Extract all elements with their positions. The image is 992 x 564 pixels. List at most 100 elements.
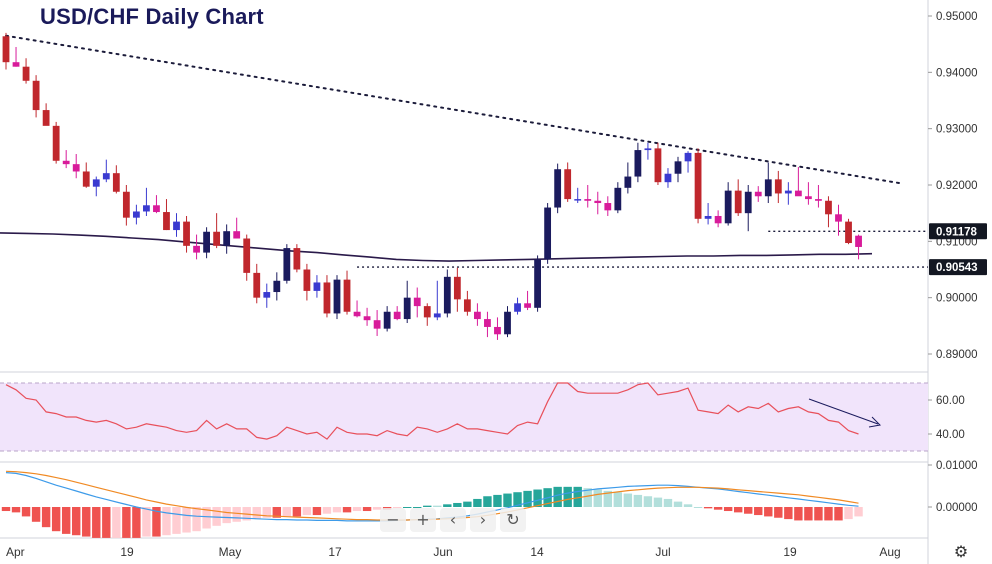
candle-body: [42, 110, 50, 126]
macd-histogram-bar: [824, 507, 833, 521]
price-tick-label: 0.91000: [936, 236, 978, 248]
macd-histogram-bar: [252, 507, 261, 520]
zoom-out-button[interactable]: −: [380, 508, 406, 532]
zoom-in-button[interactable]: +: [410, 508, 436, 532]
macd-histogram-bar: [693, 507, 703, 508]
macd-histogram-bar: [483, 496, 492, 507]
scroll-left-button[interactable]: ‹: [440, 508, 466, 532]
support-level-1-badge-label: 0.91178: [936, 226, 978, 238]
macd-histogram-bar: [423, 505, 432, 507]
macd-histogram-bar: [403, 507, 412, 508]
candle-body: [243, 238, 251, 273]
macd-histogram-bar: [854, 507, 863, 517]
candle-body: [82, 171, 90, 187]
candle-body: [534, 259, 541, 308]
macd-histogram-bar: [814, 507, 823, 521]
macd-histogram-bar: [292, 507, 302, 517]
macd-histogram-bar: [473, 498, 482, 507]
macd-histogram-bar: [633, 494, 643, 507]
candle-body: [233, 231, 241, 239]
reset-chart-button[interactable]: ↻: [500, 508, 526, 532]
candle-body: [674, 161, 682, 174]
candle-body: [514, 303, 521, 312]
candle-body: [554, 169, 562, 208]
rsi-tick-label: 40.00: [936, 429, 965, 441]
macd-histogram-bar: [774, 507, 783, 518]
time-tick-label: 14: [530, 545, 544, 559]
macd-histogram-bar: [352, 507, 362, 512]
candle-body: [112, 173, 120, 192]
price-pane: [0, 32, 928, 340]
candle-body: [393, 311, 401, 320]
candle-body: [423, 306, 431, 318]
time-tick-label: 19: [120, 545, 134, 559]
candle-body: [132, 211, 140, 218]
macd-histogram-bar: [72, 507, 81, 536]
macd-histogram-bar: [844, 507, 853, 520]
macd-histogram-bar: [794, 507, 803, 521]
candle-body: [223, 231, 231, 246]
candle-body: [574, 199, 582, 201]
macd-histogram-bar: [362, 507, 372, 512]
macd-histogram-bar: [583, 488, 592, 507]
rsi-arrow-head: [868, 416, 882, 428]
candle-body: [754, 191, 762, 197]
candle-body: [433, 313, 441, 318]
macd-histogram-bar: [673, 501, 683, 507]
candle-body: [474, 311, 481, 320]
macd-histogram-bar: [413, 507, 422, 508]
macd-histogram-bar: [152, 507, 161, 537]
candle-body: [524, 303, 531, 308]
scroll-right-button[interactable]: ›: [470, 508, 496, 532]
candle-body: [815, 199, 822, 201]
macd-histogram-bar: [282, 507, 292, 517]
candle-body: [544, 207, 552, 260]
candle-body: [764, 179, 772, 197]
macd-histogram-bar: [102, 507, 111, 538]
macd-histogram-bar: [784, 507, 793, 520]
macd-histogram-bar: [503, 493, 512, 507]
time-tick-label: Apr: [6, 545, 25, 559]
candle-body: [805, 196, 812, 200]
macd-histogram-bar: [573, 486, 582, 507]
macd-histogram-bar: [463, 501, 472, 507]
macd-histogram-bar: [172, 507, 181, 534]
macd-histogram-bar: [733, 507, 743, 513]
candle-body: [835, 214, 842, 222]
candle-body: [122, 191, 130, 218]
macd-histogram-bar: [41, 507, 51, 528]
candle-body: [363, 316, 371, 321]
time-tick-label: May: [219, 545, 242, 559]
candle-body: [453, 276, 461, 300]
candle-body: [484, 319, 491, 327]
candle-body: [855, 235, 862, 247]
price-tick-label: 0.95000: [936, 11, 978, 23]
macd-histogram-bar: [212, 507, 221, 526]
chart-toolbar: − + ‹ › ↻: [380, 508, 526, 532]
macd-histogram-bar: [643, 496, 653, 507]
time-axis: Apr 19 May 17 Jun 14 Jul 19 Aug: [6, 545, 901, 559]
macd-histogram-bar: [192, 507, 201, 532]
candle-body: [52, 125, 60, 161]
candle-body: [153, 205, 160, 213]
candle-body: [62, 160, 70, 165]
chart-title: USD/CHF Daily Chart: [40, 4, 264, 29]
candle-body: [584, 199, 592, 201]
time-tick-label: Jul: [655, 545, 670, 559]
price-axis: 0.95000 0.94000 0.93000 0.92000 0.91000 0.900…: [928, 11, 987, 514]
candle-body: [173, 221, 180, 231]
candle-body: [313, 282, 321, 291]
settings-gear-icon[interactable]: ⚙: [953, 542, 969, 561]
candle-body: [323, 282, 331, 314]
candle-body: [634, 150, 642, 177]
candle-body: [734, 190, 742, 214]
candle-body: [413, 297, 421, 307]
macd-histogram-bar: [222, 507, 231, 524]
candle-body: [774, 179, 782, 194]
macd-histogram-bar: [11, 507, 21, 513]
macd-histogram-bar: [513, 492, 522, 507]
candle-body: [343, 279, 351, 312]
macd-histogram-bar: [392, 507, 402, 509]
macd-histogram-bar: [713, 507, 723, 510]
